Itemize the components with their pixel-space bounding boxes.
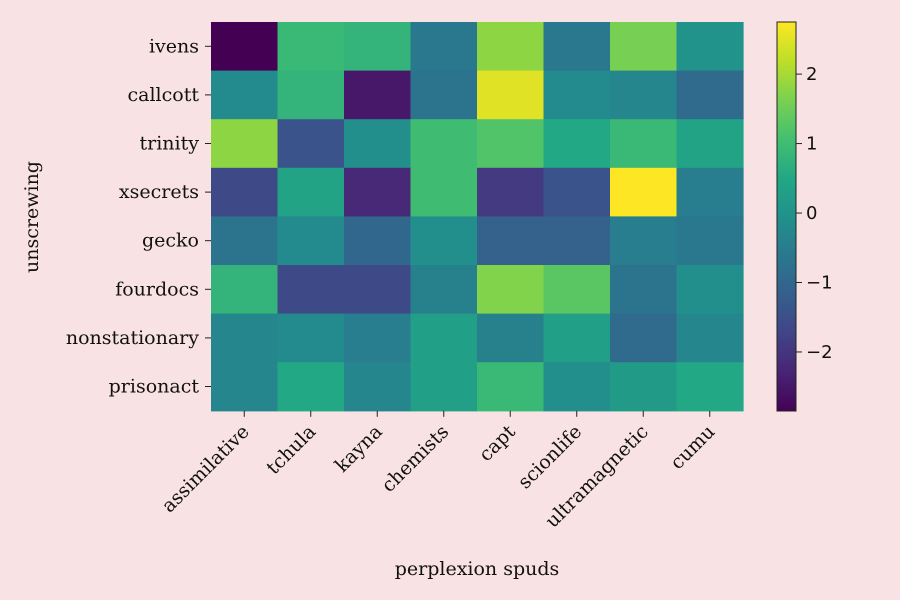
heatmap-cell bbox=[477, 119, 545, 169]
heatmap-cell bbox=[344, 313, 412, 363]
heatmap-cell bbox=[211, 167, 279, 217]
heatmap-cell bbox=[277, 119, 345, 169]
heatmap-cell bbox=[610, 22, 678, 72]
x-tick-label: chemists bbox=[377, 421, 453, 497]
heatmap-cell bbox=[676, 167, 744, 217]
heatmap-cell bbox=[610, 362, 678, 412]
heatmap-cell bbox=[410, 362, 478, 412]
colorbar-ticks: 2 1 0 −1 −2 bbox=[796, 64, 833, 363]
heatmap-cell bbox=[477, 167, 545, 217]
heatmap-cell bbox=[211, 22, 279, 72]
y-tick-label: gecko bbox=[142, 230, 199, 252]
heatmap-cell bbox=[410, 70, 478, 120]
heatmap-cell bbox=[676, 313, 744, 363]
heatmap-cell bbox=[676, 22, 744, 72]
heatmap-cell bbox=[410, 119, 478, 169]
heatmap-cell bbox=[610, 70, 678, 120]
heatmap-cell bbox=[344, 216, 412, 266]
heatmap-cell bbox=[676, 119, 744, 169]
heatmap-cell bbox=[344, 362, 412, 412]
y-tick-label: ivens bbox=[149, 35, 199, 57]
y-tick-label: trinity bbox=[140, 133, 200, 155]
heatmap-cell bbox=[211, 119, 279, 169]
heatmap-cell bbox=[410, 265, 478, 315]
heatmap-cell bbox=[277, 167, 345, 217]
heatmap-cell bbox=[344, 70, 412, 120]
heatmap-cell bbox=[410, 216, 478, 266]
y-tick-label: xsecrets bbox=[119, 181, 199, 203]
heatmap-cell bbox=[344, 265, 412, 315]
heatmap-cell bbox=[543, 265, 611, 315]
x-tick-label: capt bbox=[475, 421, 520, 466]
heatmap-cell bbox=[676, 265, 744, 315]
heatmap-cell bbox=[676, 216, 744, 266]
heatmap-cell bbox=[211, 362, 279, 412]
colorbar bbox=[776, 21, 797, 412]
heatmap-cell bbox=[477, 362, 545, 412]
y-axis-ticks: ivens callcott trinity xsecrets gecko fourdoc… bbox=[66, 35, 211, 398]
heatmap-cell bbox=[344, 22, 412, 72]
x-axis-label: perplexion spuds bbox=[395, 558, 560, 580]
heatmap-cell bbox=[610, 313, 678, 363]
heatmap-cell bbox=[543, 362, 611, 412]
heatmap-cell bbox=[610, 216, 678, 266]
x-tick-label: cumu bbox=[666, 421, 719, 474]
x-tick-label: tchula bbox=[262, 421, 320, 479]
y-axis-label: unscrewing bbox=[21, 161, 43, 273]
heatmap-cell bbox=[410, 22, 478, 72]
heatmap-cell bbox=[477, 22, 545, 72]
heatmap-cell bbox=[211, 70, 279, 120]
heatmap-cell bbox=[477, 70, 545, 120]
heatmap-cell bbox=[277, 22, 345, 72]
heatmap-cell bbox=[543, 313, 611, 363]
heatmap-cell bbox=[477, 265, 545, 315]
heatmap-cell bbox=[543, 216, 611, 266]
heatmap-cell bbox=[344, 119, 412, 169]
heatmap-cell bbox=[211, 313, 279, 363]
y-tick-label: fourdocs bbox=[115, 278, 199, 300]
heatmap-cell bbox=[676, 362, 744, 412]
heatmap-cell bbox=[277, 70, 345, 120]
colorbar-tick-label: 2 bbox=[806, 64, 817, 85]
y-tick-label: callcott bbox=[128, 84, 200, 106]
y-tick-label: prisonact bbox=[109, 376, 200, 398]
heatmap-cell bbox=[477, 216, 545, 266]
colorbar-tick-label: −2 bbox=[806, 342, 833, 363]
heatmap-cell bbox=[277, 265, 345, 315]
y-tick-label: nonstationary bbox=[66, 327, 199, 349]
x-tick-label: kayna bbox=[331, 421, 387, 477]
heatmap-cell bbox=[277, 313, 345, 363]
heatmap-cell bbox=[543, 22, 611, 72]
heatmap-cell bbox=[543, 70, 611, 120]
heatmap-cell bbox=[543, 119, 611, 169]
heatmap-cell bbox=[610, 167, 678, 217]
heatmap-cell bbox=[277, 362, 345, 412]
heatmap-cell bbox=[344, 167, 412, 217]
heatmap-cell bbox=[477, 313, 545, 363]
heatmap-cell bbox=[277, 216, 345, 266]
x-tick-label: assimilative bbox=[158, 421, 254, 517]
colorbar-tick-label: 1 bbox=[806, 134, 817, 155]
heatmap-cell bbox=[610, 265, 678, 315]
heatmap-cell bbox=[610, 119, 678, 169]
heatmap-cell bbox=[211, 265, 279, 315]
colorbar-tick-label: −1 bbox=[806, 272, 833, 293]
heatmap-cell bbox=[410, 167, 478, 217]
heatmap-cell bbox=[211, 216, 279, 266]
heatmap-cells bbox=[211, 22, 744, 412]
heatmap-cell bbox=[410, 313, 478, 363]
heatmap-cell bbox=[543, 167, 611, 217]
colorbar-tick-label: 0 bbox=[806, 203, 817, 224]
heatmap-cell bbox=[676, 70, 744, 120]
